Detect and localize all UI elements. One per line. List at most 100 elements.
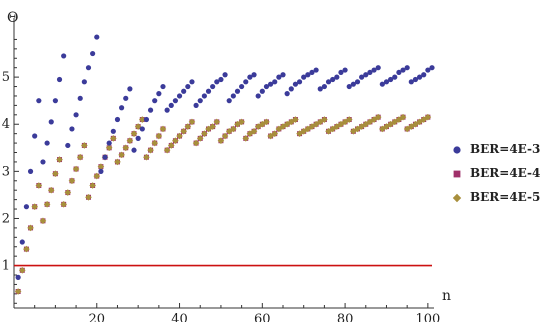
data-point	[371, 67, 377, 73]
data-point	[238, 118, 245, 126]
data-point	[217, 137, 225, 145]
x-tick-label: 40	[171, 312, 188, 322]
data-point	[395, 116, 403, 123]
data-point	[105, 144, 113, 152]
data-point	[363, 72, 369, 78]
data-point	[61, 53, 67, 59]
data-point	[201, 130, 208, 137]
data-point	[143, 116, 150, 123]
data-point	[275, 125, 283, 133]
data-point	[367, 69, 373, 76]
data-point	[192, 139, 200, 147]
data-point	[23, 204, 30, 210]
data-point	[18, 267, 26, 274]
data-point	[160, 83, 166, 90]
data-point	[93, 172, 101, 180]
legend-item-ber-4e-5: BER=4E-5	[450, 185, 540, 209]
data-point	[400, 67, 406, 73]
data-point	[403, 125, 411, 133]
data-point	[288, 86, 294, 92]
data-point	[214, 79, 220, 85]
data-point	[172, 137, 179, 145]
data-point	[76, 153, 84, 161]
series-ber-4e-5	[14, 113, 432, 295]
data-point	[292, 116, 299, 123]
data-points	[14, 34, 435, 295]
data-point	[151, 139, 159, 147]
data-point	[193, 102, 199, 108]
data-point	[43, 201, 51, 208]
legend-label: BER=4E-3	[470, 142, 541, 156]
legend-item-ber-4e-4: BER=4E-4	[450, 161, 540, 185]
data-point	[250, 128, 258, 135]
x-tick-label: 20	[88, 312, 105, 322]
data-point	[181, 88, 187, 94]
data-point	[246, 130, 254, 137]
data-point	[271, 130, 279, 137]
data-point	[77, 95, 83, 101]
data-point	[383, 79, 390, 85]
x-tick-label: 100	[415, 312, 440, 322]
data-point	[338, 69, 344, 76]
data-point	[176, 132, 183, 140]
data-point	[110, 135, 117, 142]
data-point	[325, 79, 332, 85]
data-point	[239, 83, 245, 90]
data-point	[189, 79, 195, 85]
data-point	[321, 116, 328, 123]
data-point	[312, 120, 320, 128]
x-axis-title: n	[442, 288, 451, 304]
data-point	[284, 91, 290, 97]
data-point	[172, 98, 179, 104]
data-point	[247, 74, 253, 80]
data-point	[354, 79, 361, 85]
data-point	[118, 151, 125, 159]
data-point	[346, 83, 352, 90]
data-point	[280, 72, 286, 78]
data-point	[205, 125, 212, 133]
data-point	[119, 105, 125, 111]
data-point	[152, 98, 158, 104]
data-point	[155, 132, 163, 140]
x-tick-label: 80	[337, 312, 354, 322]
data-point	[243, 79, 249, 85]
data-point	[201, 93, 207, 99]
data-point	[85, 65, 92, 71]
data-point	[209, 123, 216, 130]
data-point	[69, 126, 75, 132]
data-point	[267, 81, 274, 87]
data-point	[362, 120, 370, 128]
data-point	[85, 193, 92, 201]
data-point	[114, 158, 121, 166]
data-point	[47, 186, 55, 194]
data-point	[342, 67, 348, 73]
data-point	[313, 67, 319, 73]
x-tick-label: 60	[254, 312, 271, 322]
data-point	[404, 65, 410, 71]
data-point	[308, 123, 316, 130]
data-point	[388, 76, 394, 83]
data-point	[267, 132, 274, 140]
data-point	[350, 128, 357, 135]
data-point	[36, 98, 42, 104]
legend-marker-square	[450, 166, 464, 180]
data-point	[375, 65, 381, 71]
data-point	[429, 65, 435, 71]
data-point	[221, 132, 229, 140]
data-point	[159, 125, 167, 133]
data-point	[412, 76, 419, 83]
data-point	[19, 239, 25, 245]
data-point	[94, 34, 100, 40]
y-tick-label: 4	[2, 117, 10, 132]
data-point	[73, 112, 79, 118]
data-point	[89, 182, 96, 189]
data-point	[48, 119, 54, 125]
data-point	[143, 153, 150, 161]
data-point	[138, 116, 146, 123]
legend: BER=4E-3 BER=4E-4 BER=4E-5	[450, 137, 540, 209]
data-point	[350, 81, 356, 87]
data-point	[130, 130, 138, 137]
data-point	[98, 168, 104, 174]
data-point	[27, 224, 34, 232]
data-point	[296, 79, 303, 85]
